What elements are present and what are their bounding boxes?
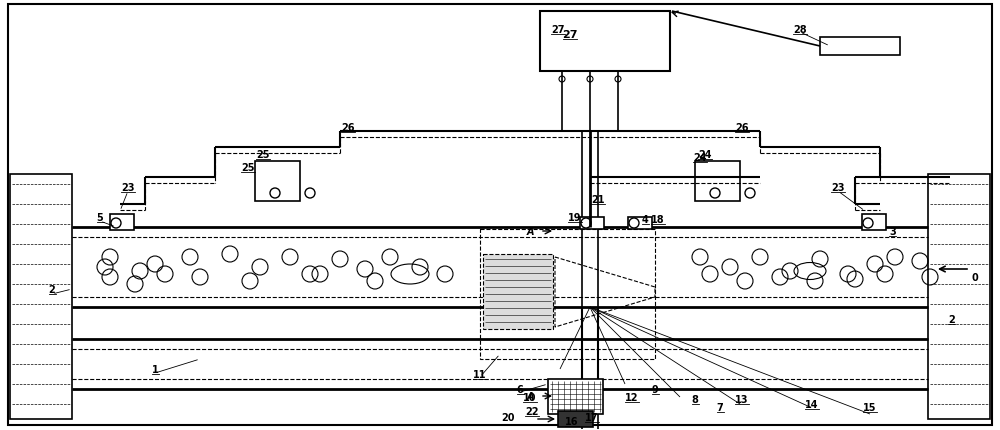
Text: 26: 26	[341, 123, 355, 133]
Text: 0: 0	[972, 272, 978, 283]
Bar	[540, 12, 670, 72]
Text: 13: 13	[735, 394, 749, 404]
Text: 24: 24	[693, 153, 707, 163]
Text: 3: 3	[890, 227, 896, 237]
Text: 25: 25	[241, 163, 255, 172]
Text: 16: 16	[565, 416, 579, 426]
Text: A: A	[526, 391, 534, 401]
Bar	[480, 230, 655, 359]
Text: 14: 14	[805, 399, 819, 409]
Text: 4: 4	[642, 215, 648, 224]
Text: 11: 11	[473, 369, 487, 379]
Text: 26: 26	[735, 123, 749, 133]
Text: 23: 23	[121, 183, 135, 193]
Text: 17: 17	[585, 412, 599, 422]
Text: 27: 27	[562, 30, 578, 40]
Bar	[110, 215, 134, 230]
Text: 22: 22	[525, 406, 539, 416]
Text: 10: 10	[523, 392, 537, 402]
Bar	[820, 38, 900, 56]
Bar	[255, 162, 300, 202]
Text: 2: 2	[49, 284, 55, 294]
Text: 2: 2	[949, 314, 955, 324]
Text: 5: 5	[97, 212, 103, 222]
Bar	[558, 411, 593, 427]
Bar	[862, 215, 886, 230]
Text: 8: 8	[692, 394, 698, 404]
Bar	[483, 255, 553, 329]
Bar	[928, 175, 990, 419]
Text: 7: 7	[717, 402, 723, 412]
Text: 24: 24	[698, 150, 712, 160]
Text: A: A	[526, 227, 534, 237]
Text: 1: 1	[152, 364, 158, 374]
Bar	[695, 162, 740, 202]
Text: 12: 12	[625, 392, 639, 402]
Text: 23: 23	[831, 183, 845, 193]
Text: 27: 27	[551, 25, 565, 35]
Text: 28: 28	[793, 25, 807, 35]
Bar	[10, 175, 72, 419]
Bar	[628, 218, 652, 230]
Text: 9: 9	[652, 384, 658, 394]
Text: 20: 20	[501, 412, 515, 422]
Text: 6: 6	[517, 384, 523, 394]
Bar	[580, 218, 604, 230]
Text: 18: 18	[651, 215, 665, 224]
Text: 21: 21	[591, 194, 605, 205]
Text: 25: 25	[256, 150, 270, 160]
Bar	[548, 379, 603, 414]
Text: 15: 15	[863, 402, 877, 412]
Text: 19: 19	[568, 212, 582, 222]
